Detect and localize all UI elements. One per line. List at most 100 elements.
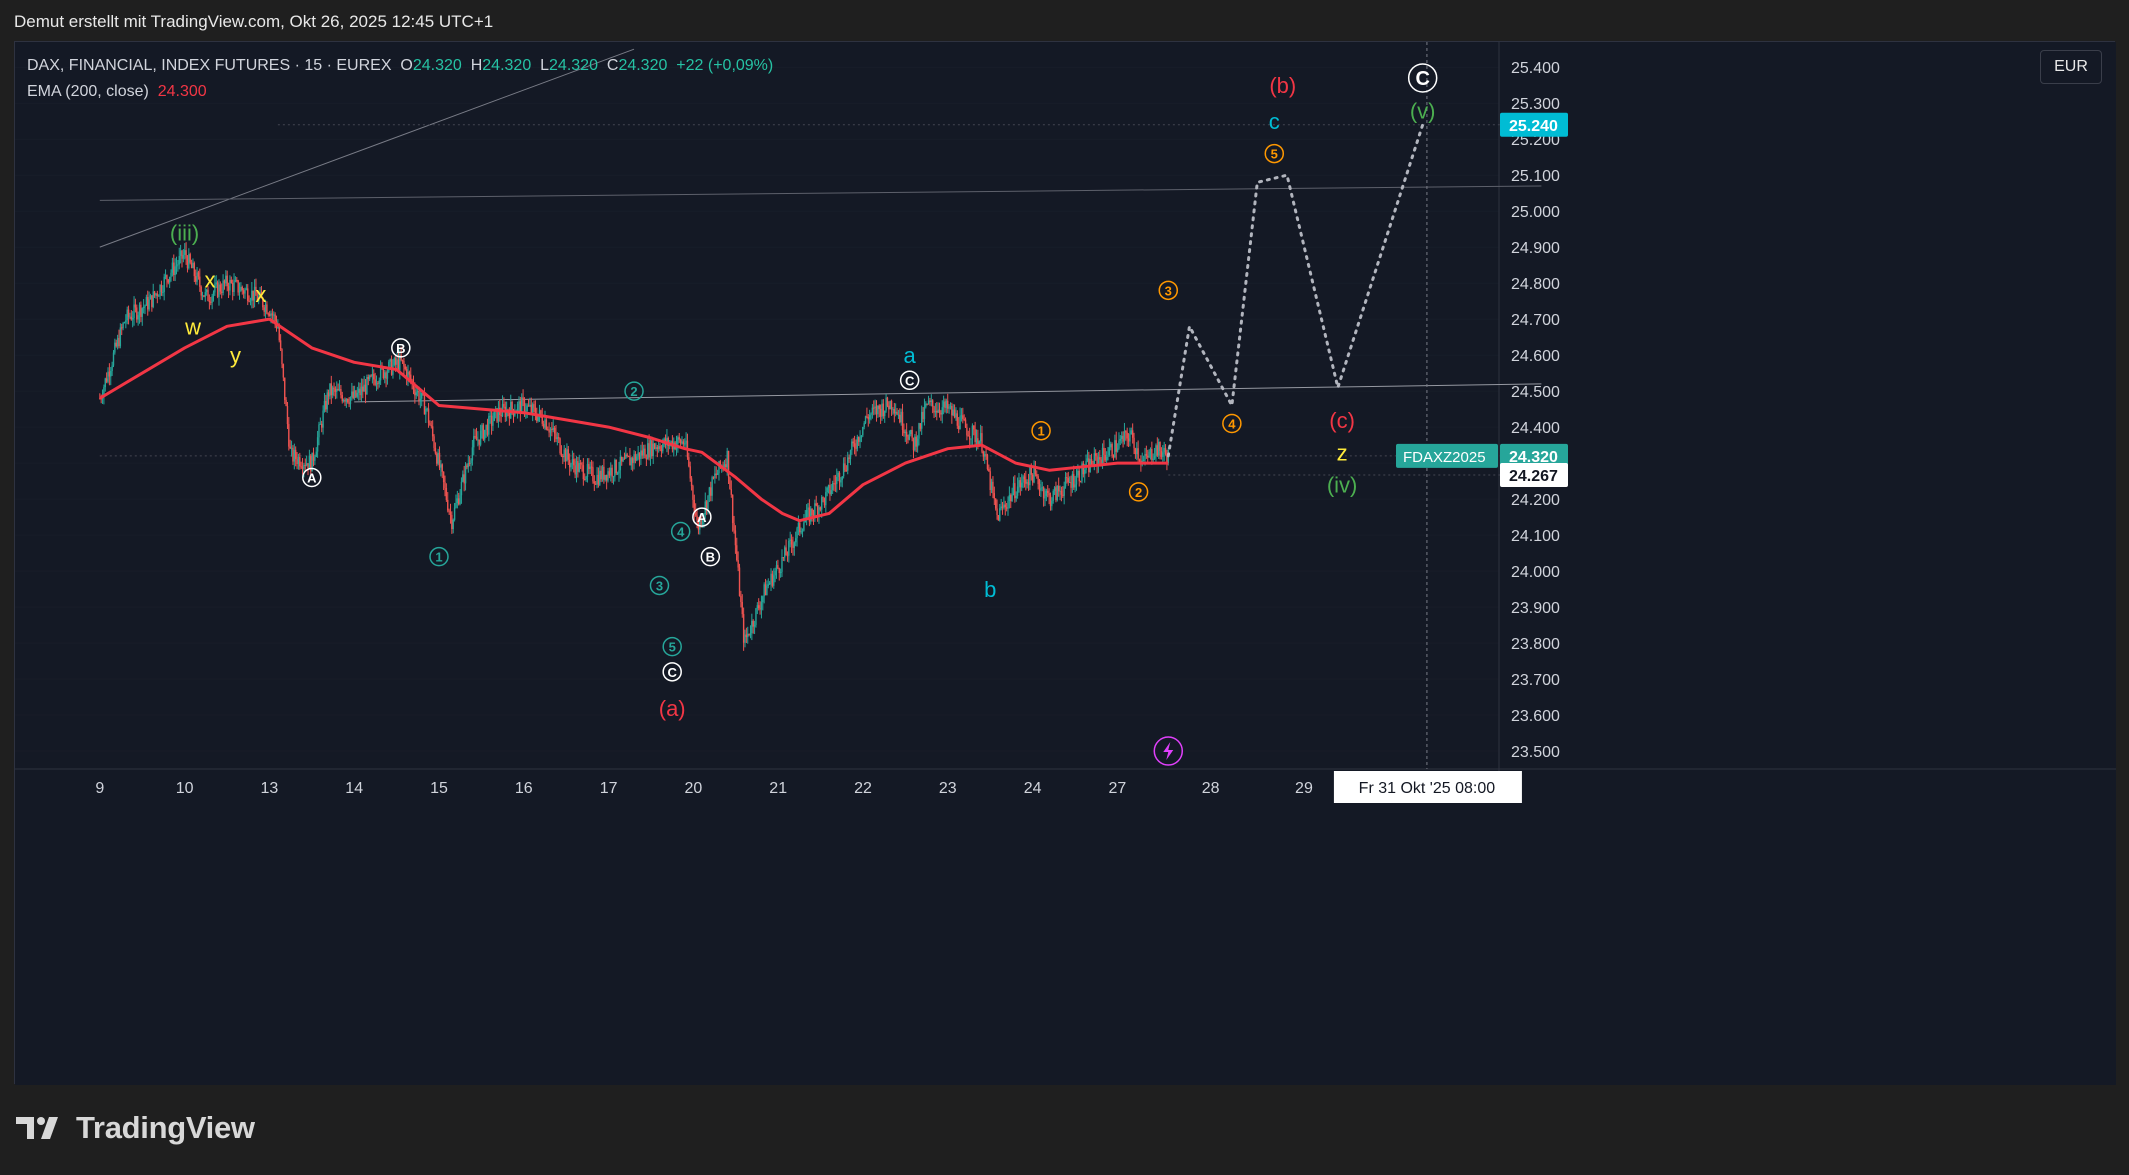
wave-label[interactable]: 2 bbox=[1128, 482, 1149, 502]
candle-body bbox=[430, 425, 433, 427]
candle-body bbox=[148, 299, 150, 310]
wave-label[interactable]: C bbox=[899, 370, 920, 391]
candle-body bbox=[704, 501, 706, 515]
wave-label[interactable]: z bbox=[1337, 440, 1348, 465]
trendline[interactable] bbox=[99, 48, 635, 248]
candle-body bbox=[718, 461, 720, 474]
wave-label[interactable]: B bbox=[700, 546, 721, 567]
wave-label[interactable]: C bbox=[662, 662, 682, 682]
candle-body bbox=[564, 449, 567, 462]
candle-body bbox=[1079, 481, 1082, 483]
currency-button[interactable]: EUR bbox=[2040, 50, 2102, 84]
trendline[interactable] bbox=[354, 383, 1542, 403]
wave-label[interactable]: (iv) bbox=[1327, 473, 1358, 498]
candle-body bbox=[145, 297, 148, 306]
candle-body bbox=[747, 633, 749, 638]
candle-body bbox=[1107, 455, 1109, 458]
wave-label[interactable]: 1 bbox=[429, 546, 449, 567]
wave-label[interactable]: B bbox=[391, 338, 411, 358]
legend-ema-row[interactable]: EMA (200, close) 24.300 bbox=[27, 79, 773, 105]
candle-body bbox=[440, 464, 442, 468]
candle-body bbox=[403, 360, 405, 367]
wave-label[interactable]: 3 bbox=[1158, 280, 1179, 301]
projection-path[interactable] bbox=[1166, 123, 1425, 458]
trendline[interactable] bbox=[99, 185, 1542, 201]
candle-body bbox=[918, 423, 920, 439]
wave-label[interactable]: x bbox=[205, 268, 216, 293]
candle-body bbox=[470, 460, 472, 464]
candle-body bbox=[584, 479, 586, 481]
wave-label-text: 1 bbox=[1037, 424, 1044, 439]
candle-body bbox=[459, 495, 461, 505]
wave-label[interactable]: w bbox=[184, 314, 201, 339]
wave-label[interactable]: b bbox=[984, 577, 996, 602]
wave-label[interactable]: 1 bbox=[1031, 420, 1051, 441]
wave-label[interactable]: c bbox=[1269, 109, 1280, 134]
candle-body bbox=[810, 508, 812, 522]
candle-body bbox=[149, 295, 152, 300]
wave-label[interactable]: (a) bbox=[659, 696, 686, 721]
candle-body bbox=[619, 456, 622, 471]
wave-label[interactable]: 4 bbox=[1222, 413, 1242, 434]
candle-body bbox=[1155, 445, 1157, 457]
candle-body bbox=[625, 454, 627, 459]
candle-body bbox=[296, 459, 298, 465]
candle-body bbox=[379, 365, 382, 381]
wave-label[interactable]: (iii) bbox=[170, 221, 199, 246]
candle-body bbox=[225, 275, 227, 284]
candle-body bbox=[1115, 440, 1117, 452]
wave-label[interactable]: (c) bbox=[1329, 408, 1355, 433]
candle-body bbox=[757, 605, 760, 609]
wave-label[interactable]: 5 bbox=[1264, 143, 1285, 164]
candle-body bbox=[474, 436, 476, 438]
candle-body bbox=[1036, 474, 1038, 477]
candle-body bbox=[655, 447, 657, 449]
candle-body bbox=[199, 276, 201, 287]
wave-label[interactable]: 3 bbox=[649, 575, 670, 596]
candle-body bbox=[621, 456, 623, 462]
wave-label[interactable]: 5 bbox=[662, 636, 682, 657]
candle-body bbox=[568, 459, 571, 468]
price-tick-label: 24.900 bbox=[1511, 240, 1560, 257]
candle-body bbox=[926, 403, 928, 405]
candle-body bbox=[363, 384, 365, 392]
candle-body bbox=[948, 407, 950, 409]
wave-label[interactable]: A bbox=[692, 507, 712, 527]
wave-label[interactable]: (b) bbox=[1269, 73, 1296, 98]
brand-logo[interactable]: TradingView bbox=[16, 1110, 255, 1146]
candle-body bbox=[1153, 456, 1156, 459]
wave-label[interactable]: 2 bbox=[624, 381, 644, 401]
wave-label[interactable]: a bbox=[904, 343, 917, 368]
candle-body bbox=[929, 400, 931, 403]
candle-body bbox=[660, 449, 663, 452]
candle-body bbox=[736, 545, 738, 561]
time-axis[interactable]: 9101314151617202122232427282930Fr 31 Okt… bbox=[95, 771, 1522, 803]
candle-body bbox=[871, 407, 874, 414]
price-axis[interactable]: 25.40025.30025.20025.10025.00024.90024.8… bbox=[1511, 60, 1560, 761]
candle-body bbox=[859, 437, 861, 442]
ema-line[interactable] bbox=[99, 317, 1169, 523]
candle-body bbox=[447, 499, 449, 511]
candle-body bbox=[982, 451, 985, 457]
wave-label[interactable]: y bbox=[230, 343, 241, 368]
lightning-icon[interactable] bbox=[1153, 736, 1184, 766]
candle-body bbox=[545, 419, 548, 430]
wave-label[interactable]: x bbox=[255, 282, 266, 307]
candle-body bbox=[451, 514, 453, 530]
wave-label[interactable]: 4 bbox=[670, 521, 691, 542]
candle-body bbox=[289, 446, 291, 449]
candle-body bbox=[112, 352, 115, 366]
wave-label[interactable]: A bbox=[302, 467, 322, 488]
candle-body bbox=[645, 458, 648, 460]
candle-body bbox=[234, 280, 237, 282]
wave-label[interactable]: (v) bbox=[1410, 98, 1436, 123]
wave-label[interactable]: C bbox=[1407, 63, 1438, 93]
candle-body bbox=[537, 415, 539, 421]
candle-body bbox=[678, 437, 680, 440]
candle-body bbox=[1062, 494, 1064, 496]
candle-body bbox=[1144, 454, 1146, 460]
candle-body bbox=[304, 464, 306, 466]
candle-body bbox=[414, 389, 416, 396]
